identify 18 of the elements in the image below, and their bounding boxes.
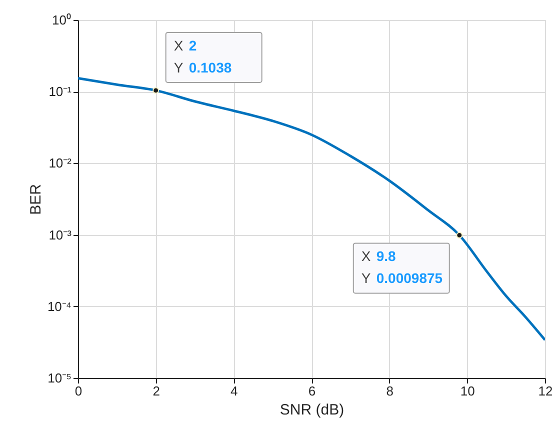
line-series	[78, 76, 545, 342]
x-tick-label: 0	[74, 384, 82, 398]
y-tick-label: 10⁻⁴	[47, 298, 72, 314]
x-tick-label: 4	[230, 384, 238, 398]
x-tick-label: 2	[152, 384, 160, 398]
x-tick-label: 8	[386, 384, 394, 398]
y-tick-label: 10⁻³	[48, 227, 72, 242]
annotation: X 9.8 Y 0.0009875	[361, 248, 443, 286]
x-axis-title: SNR (dB)	[280, 402, 344, 418]
x-tick-label: 12	[538, 384, 552, 398]
x-tick-label: 6	[308, 384, 316, 398]
y-tick-label: 10⁰	[52, 12, 72, 28]
y-axis-title: BER	[27, 184, 44, 215]
x-tick-label: 10	[460, 384, 475, 398]
y-tick-label: 10⁻²	[48, 156, 72, 171]
annotation: X 2 Y 0.1038	[174, 37, 232, 76]
y-tick-label: 10⁻¹	[48, 84, 72, 100]
y-tick-label: 10⁻⁵	[48, 370, 72, 386]
